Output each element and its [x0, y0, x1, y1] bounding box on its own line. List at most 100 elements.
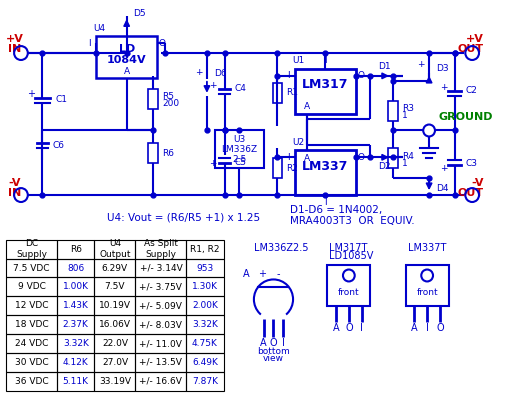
- Bar: [94, 353, 135, 372]
- Text: 2.00K: 2.00K: [192, 301, 218, 310]
- Text: D4: D4: [436, 184, 449, 193]
- Text: -V: -V: [472, 178, 484, 188]
- Bar: [135, 353, 187, 372]
- Text: 16.06V: 16.06V: [99, 320, 131, 329]
- Text: 4.75K: 4.75K: [192, 339, 218, 348]
- Text: 806: 806: [67, 264, 84, 272]
- Text: +: +: [209, 159, 216, 168]
- Text: U2: U2: [292, 138, 304, 147]
- Text: O: O: [158, 39, 165, 48]
- Text: 1.30K: 1.30K: [192, 283, 218, 291]
- Text: 953: 953: [196, 264, 213, 272]
- Text: O: O: [436, 323, 444, 333]
- Text: +/- 11.0V: +/- 11.0V: [139, 339, 183, 348]
- Text: 1: 1: [402, 111, 408, 120]
- Text: 36 VDC: 36 VDC: [15, 377, 49, 386]
- Text: D2: D2: [378, 162, 390, 171]
- Text: LM336Z2.5: LM336Z2.5: [254, 243, 308, 253]
- Bar: [187, 334, 224, 353]
- Bar: [187, 240, 224, 259]
- Bar: [94, 334, 135, 353]
- Text: 4.12K: 4.12K: [63, 358, 89, 367]
- Text: 200: 200: [162, 99, 179, 108]
- Bar: [94, 278, 135, 296]
- Bar: [148, 89, 158, 109]
- Text: 3.32K: 3.32K: [192, 320, 218, 329]
- Bar: [187, 296, 224, 315]
- Text: C3: C3: [465, 159, 477, 168]
- Bar: [295, 150, 356, 195]
- Bar: [295, 69, 356, 114]
- Text: R5: R5: [162, 92, 174, 101]
- Text: I: I: [287, 153, 289, 162]
- Text: 12 VDC: 12 VDC: [15, 301, 49, 310]
- Text: +: +: [195, 69, 203, 77]
- Text: LM317T: LM317T: [329, 243, 368, 253]
- Bar: [6, 240, 57, 259]
- Bar: [135, 334, 187, 353]
- Bar: [57, 334, 94, 353]
- Text: 2.37K: 2.37K: [63, 320, 89, 329]
- Bar: [6, 372, 57, 391]
- Text: I: I: [88, 39, 91, 48]
- Text: D6: D6: [214, 69, 227, 79]
- Bar: [388, 148, 398, 168]
- Text: LD: LD: [119, 44, 135, 54]
- Bar: [187, 259, 224, 278]
- Text: LM337T: LM337T: [408, 243, 446, 253]
- Text: LM337: LM337: [302, 160, 348, 173]
- Text: 33.19V: 33.19V: [99, 377, 131, 386]
- Text: 1.00K: 1.00K: [63, 283, 89, 291]
- Text: 9 VDC: 9 VDC: [18, 283, 46, 291]
- Bar: [388, 101, 398, 120]
- Text: 3.32K: 3.32K: [63, 339, 89, 348]
- Text: DC
Supply: DC Supply: [16, 239, 47, 259]
- Bar: [94, 240, 135, 259]
- Bar: [94, 296, 135, 315]
- Bar: [94, 315, 135, 334]
- Text: R3: R3: [402, 104, 414, 113]
- Text: A: A: [124, 67, 130, 77]
- Text: +V: +V: [6, 34, 24, 44]
- Bar: [6, 259, 57, 278]
- Text: 27.0V: 27.0V: [102, 358, 128, 367]
- Bar: [57, 259, 94, 278]
- Bar: [94, 259, 135, 278]
- Text: R1, R2: R1, R2: [190, 245, 220, 253]
- Text: A: A: [304, 102, 310, 111]
- Bar: [135, 296, 187, 315]
- Text: +/- 3.14V: +/- 3.14V: [139, 264, 183, 272]
- Text: +: +: [258, 270, 266, 280]
- Bar: [6, 353, 57, 372]
- Text: +/- 5.09V: +/- 5.09V: [139, 301, 183, 310]
- Bar: [96, 36, 157, 78]
- Bar: [6, 296, 57, 315]
- Text: +/- 3.75V: +/- 3.75V: [139, 283, 183, 291]
- Text: R6: R6: [70, 245, 82, 253]
- Bar: [187, 372, 224, 391]
- Text: 7.5 VDC: 7.5 VDC: [14, 264, 50, 272]
- Text: I: I: [324, 56, 327, 65]
- Text: 24 VDC: 24 VDC: [15, 339, 48, 348]
- Text: R6: R6: [162, 149, 174, 158]
- Text: front: front: [416, 288, 438, 297]
- Bar: [57, 240, 94, 259]
- Bar: [94, 372, 135, 391]
- Text: U1: U1: [292, 56, 304, 65]
- Text: 30 VDC: 30 VDC: [15, 358, 49, 367]
- Bar: [148, 143, 158, 163]
- Text: A: A: [304, 154, 310, 163]
- Bar: [272, 158, 282, 178]
- Text: front: front: [338, 288, 359, 297]
- Bar: [187, 278, 224, 296]
- Bar: [57, 296, 94, 315]
- Text: I: I: [324, 199, 327, 208]
- Bar: [215, 131, 264, 168]
- Text: IN: IN: [9, 188, 22, 198]
- Bar: [135, 372, 187, 391]
- Bar: [272, 83, 282, 103]
- Text: O: O: [357, 153, 364, 162]
- Text: view: view: [263, 354, 284, 364]
- Text: bottom: bottom: [257, 347, 290, 357]
- Text: -V: -V: [9, 178, 21, 188]
